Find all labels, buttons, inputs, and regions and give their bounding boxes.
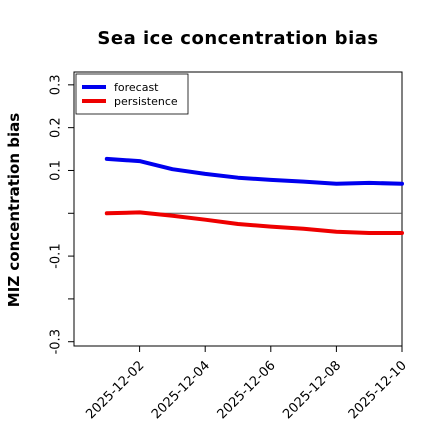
series-line-forecast — [104, 156, 404, 186]
y-axis-ticks: -0.3 -0.1 0.1 0.2 0.3 — [49, 75, 74, 354]
y-tick-label: 0.1 — [49, 160, 64, 181]
plot-frame — [73, 71, 403, 347]
series-line-persistence — [104, 210, 404, 235]
chart-title: Sea ice concentration bias — [97, 28, 378, 49]
legend-box — [75, 73, 189, 115]
y-tick-label: -0.1 — [49, 243, 64, 268]
x-axis-ticks: 2025-12-02 2025-12-04 2025-12-06 2025-12-08… — [83, 346, 410, 422]
x-tick-label: 2025-12-02 — [83, 358, 147, 422]
legend-label-forecast: forecast — [114, 81, 159, 94]
y-tick-label: 0.3 — [49, 75, 64, 96]
y-tick-label: -0.3 — [49, 329, 64, 354]
x-tick-label: 2025-12-06 — [215, 358, 279, 422]
series-layer — [104, 156, 404, 235]
y-axis-label: MIZ concentration bias — [5, 113, 23, 307]
legend-label-persistence: persistence — [114, 95, 178, 108]
y-tick-label: 0.2 — [49, 117, 64, 138]
x-tick-label: 2025-12-04 — [149, 358, 213, 422]
x-tick-label: 2025-12-08 — [280, 358, 344, 422]
x-tick-label: 2025-12-10 — [346, 358, 410, 422]
